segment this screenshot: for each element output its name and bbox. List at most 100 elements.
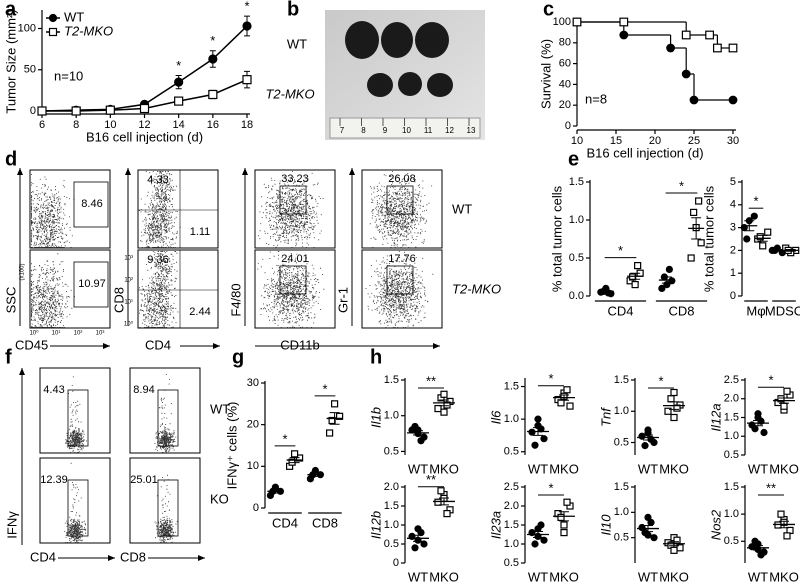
data-point <box>557 513 565 522</box>
sem-bar <box>439 497 449 506</box>
sem-bar <box>533 427 543 436</box>
y-axis-label: Gr-1 <box>335 287 350 313</box>
x-tick-label: 6 <box>39 119 45 131</box>
y-axis-label: Il23a <box>488 511 503 539</box>
data-point <box>658 284 666 292</box>
scale-note: (x100) <box>20 263 26 280</box>
y-tick-label: 40 <box>559 78 571 90</box>
y-axis-label: IFNγ⁺ cells (%) <box>224 402 239 490</box>
data-point <box>750 212 758 220</box>
y-axis-label: IFNγ <box>4 511 19 539</box>
x-tick-label: MKO <box>769 569 799 584</box>
data-point <box>411 544 419 552</box>
gate-value: 8.94 <box>133 384 154 396</box>
data-point <box>563 386 571 394</box>
y-tick-label: 0.5 <box>724 535 739 547</box>
y-axis-label: Il1b <box>368 407 383 428</box>
data-point <box>331 400 339 408</box>
gate <box>73 181 109 228</box>
x-tick-label: MKO <box>659 461 689 476</box>
data-point <box>291 450 299 458</box>
x-tick-label: MKO <box>549 569 579 584</box>
y-tick-label: 1.0 <box>384 410 399 422</box>
flow-plot <box>29 249 111 329</box>
gate-value: 4.43 <box>43 384 64 396</box>
legend-marker <box>48 13 58 23</box>
panel-label: e <box>568 148 579 170</box>
data-point <box>777 510 785 518</box>
axis-tick: 10¹ <box>52 331 61 337</box>
sem-bar <box>270 489 281 494</box>
event-dots <box>257 171 324 248</box>
ruler-label: 9 <box>383 126 388 135</box>
y-tick-label: 0.5 <box>384 445 399 457</box>
y-tick-label: 2.0 <box>384 481 399 493</box>
significance: * <box>548 371 553 386</box>
sem-bar <box>643 525 653 533</box>
y-tick-label: 0 <box>393 557 399 569</box>
data-point <box>705 30 714 40</box>
x-tick-label: 30 <box>727 135 739 147</box>
gate-value: 1.11 <box>190 226 211 238</box>
x-tick-label: WT <box>528 569 548 584</box>
x-tick-label: 25 <box>688 135 700 147</box>
data-point <box>434 498 442 506</box>
sem-bar <box>661 276 672 284</box>
y-tick-label: 4 <box>730 199 736 211</box>
data-point <box>528 428 536 436</box>
x-tick-label: 14 <box>173 119 185 131</box>
y-tick-label: 100 <box>18 22 36 34</box>
y-axis-label: Survival (%) <box>538 39 553 109</box>
data-point <box>783 532 791 540</box>
panel-label: a <box>5 0 17 20</box>
data-point <box>665 265 673 273</box>
x-tick-label: WT <box>638 569 658 584</box>
data-point <box>105 105 115 115</box>
event-dots <box>365 251 434 328</box>
event-dots <box>145 171 177 221</box>
data-point <box>759 242 767 250</box>
row-label: WT <box>210 401 230 416</box>
data-point <box>780 402 788 410</box>
sem-bar <box>439 399 449 407</box>
y-axis-label: CD8 <box>111 287 126 313</box>
gate <box>157 479 179 537</box>
data-point <box>670 546 678 554</box>
x-axis-label: B16 cell injection (d) <box>86 129 203 144</box>
panel-label: b <box>287 0 299 20</box>
data-point <box>336 412 344 420</box>
event-dots <box>146 251 178 298</box>
event-dots <box>65 425 87 453</box>
significance: * <box>753 194 758 209</box>
significance: * <box>322 381 327 396</box>
panel-label: c <box>543 0 554 20</box>
significance: * <box>210 33 215 48</box>
data-point <box>638 432 646 440</box>
data-point <box>760 428 768 437</box>
row-label: WT <box>452 201 472 216</box>
gate-value: 9.36 <box>147 254 168 266</box>
significance: * <box>658 373 663 388</box>
y-tick-label: 2.0 <box>724 393 739 405</box>
x-tick-label: CD4 <box>272 515 298 530</box>
event-dots <box>139 188 181 248</box>
ruler-label: 12 <box>445 126 454 135</box>
gate-value: 10.97 <box>78 278 106 290</box>
data-point <box>566 402 574 410</box>
y-tick-label: 0.5 <box>569 252 584 264</box>
y-axis-label: Nos2 <box>708 509 723 540</box>
data-point <box>751 425 759 433</box>
data-point <box>572 17 582 27</box>
sem-bar <box>600 290 611 293</box>
row-label: T2-MKO <box>452 281 501 296</box>
x-axis-label: CD8 <box>120 549 146 564</box>
data-point <box>681 69 691 79</box>
x-axis-label: CD11b <box>280 337 320 352</box>
data-point <box>764 228 772 236</box>
sem-bar <box>533 530 543 539</box>
data-point <box>71 106 81 116</box>
sem-bar <box>643 434 653 441</box>
sem-bar <box>779 397 789 404</box>
y-tick-label: 2.5 <box>724 374 739 386</box>
panel-label: f <box>5 346 12 368</box>
